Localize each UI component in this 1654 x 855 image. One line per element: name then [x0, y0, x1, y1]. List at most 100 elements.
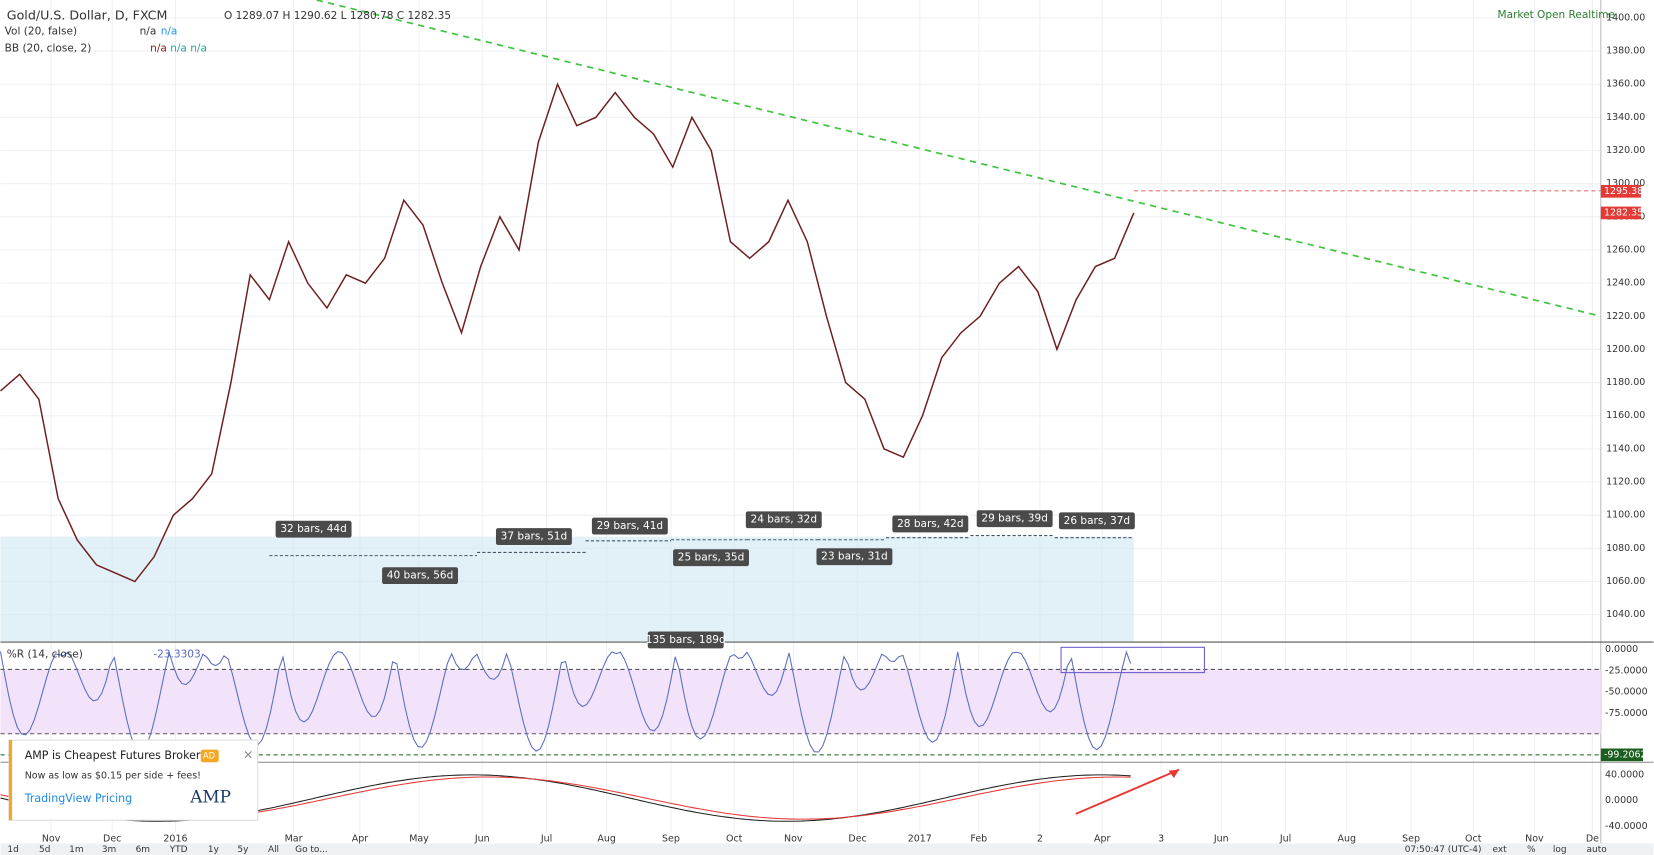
- indicator-value: n/a: [150, 42, 167, 54]
- range-button[interactable]: 6m: [136, 845, 150, 855]
- option-button[interactable]: ext: [1493, 845, 1508, 855]
- price-pane: [0, 82, 1135, 583]
- indicator-value: -23.3303: [153, 649, 200, 661]
- option-button[interactable]: log: [1553, 845, 1567, 855]
- x-tick-label: 2017: [908, 834, 932, 845]
- y-tick-label: 1120.00: [1606, 477, 1645, 488]
- measure-label-bg: [275, 520, 352, 538]
- y-tick-label: 1160.00: [1606, 410, 1645, 421]
- price-tag-label: 1282.35: [1604, 207, 1643, 218]
- ohlc: O 1289.07 H 1290.62 L 1280.78 C 1282.35: [224, 10, 451, 22]
- ad-title: AMP is Cheapest Futures Broker: [25, 749, 201, 762]
- ad-logo[interactable]: AMP: [189, 787, 231, 807]
- overlay: 1400.00 1380.00 1360.00 1340.00 1320.00 1300.…: [7, 12, 1647, 855]
- ad-link[interactable]: TradingView Pricing: [24, 792, 132, 805]
- wr-oscillator: [0, 650, 1132, 753]
- trend-line[interactable]: [316, 0, 1602, 318]
- y-tick-label: 1220.00: [1606, 311, 1645, 322]
- wr-tick-label: 0.0000: [1605, 644, 1638, 655]
- measure-label[interactable]: 29 bars, 39d: [981, 513, 1047, 525]
- y-tick-label: 1180.00: [1606, 377, 1645, 388]
- measure-label[interactable]: 26 bars, 37d: [1064, 515, 1130, 527]
- x-tick-label: Aug: [1337, 834, 1356, 845]
- wr-tick-label: -50.0000: [1605, 687, 1648, 698]
- measure-label[interactable]: 135 bars, 189d: [646, 634, 726, 646]
- lower-tick-label: -40.0000: [1605, 821, 1648, 832]
- x-tick-label: Jul: [1279, 834, 1291, 845]
- range-button[interactable]: 3m: [102, 845, 116, 855]
- range-button[interactable]: 5d: [39, 845, 50, 855]
- x-tick-label: Jun: [474, 834, 490, 845]
- lower-tick-label: 0.0000: [1605, 795, 1638, 806]
- highlight-box[interactable]: [1060, 646, 1205, 674]
- close-button[interactable]: ×: [243, 746, 254, 761]
- x-tick-label: May: [409, 834, 429, 845]
- range-button[interactable]: YTD: [169, 845, 188, 855]
- ad-text: Now as low as $0.15 per side + fees!: [25, 770, 201, 781]
- measure-label[interactable]: 32 bars, 44d: [280, 523, 346, 535]
- y-tick-label: 1240.00: [1606, 278, 1645, 289]
- indicator-value: n/a: [161, 26, 178, 38]
- ad-popup: AMP is Cheapest Futures Broker AD × Now …: [8, 739, 259, 821]
- measure-label[interactable]: 37 bars, 51d: [501, 531, 567, 543]
- x-tick-label: 3: [1158, 834, 1164, 845]
- measure-label-bg: [892, 515, 969, 533]
- x-tick-label: Jul: [540, 834, 552, 845]
- x-tick-label: Jun: [1213, 834, 1229, 845]
- indicator-value: n/a: [170, 42, 187, 54]
- x-tick-label: Apr: [1094, 834, 1110, 845]
- range-button[interactable]: 1y: [208, 845, 220, 855]
- x-tick-label: Nov: [1525, 834, 1544, 845]
- measure-label[interactable]: 24 bars, 32d: [751, 514, 817, 526]
- indicator-value: n/a: [190, 42, 207, 54]
- range-button[interactable]: 5y: [237, 845, 249, 855]
- wr-tick-label: -25.0000: [1605, 665, 1648, 676]
- measure-label[interactable]: 40 bars, 56d: [387, 570, 453, 582]
- measure-label-bg: [495, 528, 572, 546]
- indicator-label[interactable]: %R (14, close): [7, 649, 83, 661]
- x-tick-label: Nov: [42, 834, 61, 845]
- clock: 07:50:47 (UTC-4): [1405, 845, 1482, 855]
- measure-label[interactable]: 29 bars, 41d: [597, 520, 663, 532]
- measure-label[interactable]: 23 bars, 31d: [821, 551, 887, 563]
- wr-band: [0, 669, 1601, 734]
- market-status[interactable]: Market Open Realtime: [1498, 9, 1616, 21]
- ad-badge: [200, 749, 219, 763]
- y-tick-label: 1260.00: [1606, 244, 1645, 255]
- y-tick-label: 1200.00: [1606, 344, 1645, 355]
- ad-accent: [8, 740, 13, 821]
- ad-badge-text: AD: [203, 750, 215, 760]
- measure-label[interactable]: 25 bars, 35d: [678, 552, 744, 564]
- x-tick-label: Dec: [848, 834, 866, 845]
- measure-label-bg: [976, 510, 1053, 528]
- option-button[interactable]: auto: [1587, 845, 1607, 855]
- price-tag: [1600, 206, 1641, 220]
- price-tag-label: 1295.38: [1604, 186, 1643, 197]
- indicator-label[interactable]: BB (20, close, 2): [5, 42, 92, 54]
- indicator-label[interactable]: Vol (20, false): [5, 26, 77, 38]
- measure-label[interactable]: 28 bars, 42d: [897, 518, 963, 530]
- measure-label-bg: [647, 631, 724, 649]
- x-tick-label: Aug: [597, 834, 616, 845]
- range-button[interactable]: 1m: [69, 845, 83, 855]
- x-tick-label: Oct: [1465, 834, 1482, 845]
- measure-label-bg: [1058, 512, 1135, 530]
- x-tick-label: Nov: [784, 834, 803, 845]
- wr-last: -99.2062: [1604, 749, 1647, 760]
- range-button[interactable]: All: [268, 845, 279, 855]
- toolbar: [0, 843, 1654, 855]
- x-tick-label: Dec: [103, 834, 121, 845]
- option-button[interactable]: %: [1527, 845, 1536, 855]
- range-button[interactable]: 1d: [7, 845, 18, 855]
- wr-tick-label: -75.0000: [1605, 708, 1648, 719]
- arrow[interactable]: [1075, 768, 1180, 815]
- symbol[interactable]: Gold/U.S. Dollar, D, FXCM: [7, 7, 168, 22]
- range-button[interactable]: Go to...: [295, 845, 328, 855]
- y-tick-label: 1360.00: [1606, 79, 1645, 90]
- x-tick-label: 2: [1037, 834, 1043, 845]
- y-tick-label: 1060.00: [1606, 576, 1645, 587]
- x-tick-label: Feb: [970, 834, 987, 845]
- measure-label-bg: [382, 567, 459, 585]
- y-tick-label: 1300.00: [1606, 178, 1645, 189]
